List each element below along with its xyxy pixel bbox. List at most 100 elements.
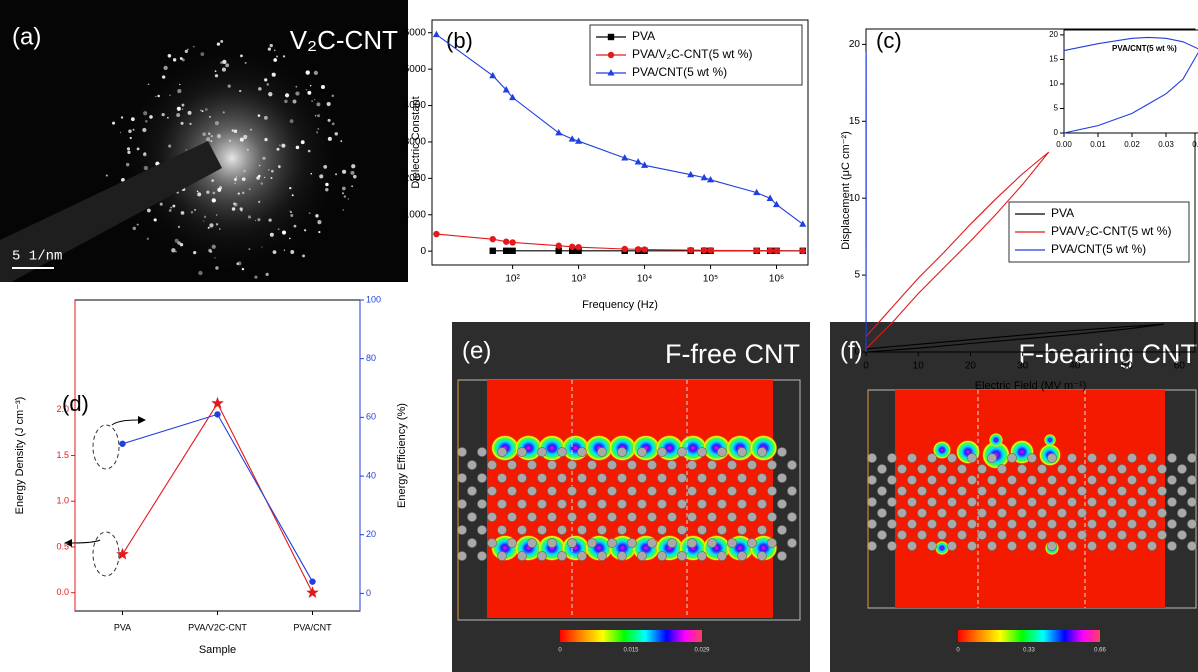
atom xyxy=(497,525,507,535)
diffraction-spot xyxy=(128,129,132,133)
atom xyxy=(687,460,697,470)
y-axis-label: Displacement (μC cm⁻²) xyxy=(840,131,852,250)
atom xyxy=(557,447,567,457)
diffraction-spot xyxy=(289,210,291,212)
diffraction-spot xyxy=(264,78,268,82)
marker xyxy=(707,175,715,183)
diffraction-spot xyxy=(257,200,261,204)
atom xyxy=(917,464,927,474)
atom xyxy=(897,464,907,474)
diffraction-spot xyxy=(163,65,168,71)
atom xyxy=(697,473,707,483)
diffraction-spot xyxy=(157,94,160,98)
atom xyxy=(1157,464,1167,474)
atom xyxy=(527,512,537,522)
diffraction-spot xyxy=(204,108,208,111)
atom xyxy=(1147,541,1157,551)
scale-bar-label: 5 1/nm xyxy=(12,249,62,265)
atom xyxy=(487,486,497,496)
dashed-circle xyxy=(92,424,120,470)
diffraction-spot xyxy=(198,270,203,276)
atom xyxy=(1127,475,1137,485)
diffraction-spot xyxy=(172,58,177,62)
atom xyxy=(457,499,467,509)
atom xyxy=(1087,475,1097,485)
marker xyxy=(568,243,576,250)
y-tick-label: 10 xyxy=(849,193,861,204)
diffraction-spot xyxy=(105,174,108,177)
atom xyxy=(1067,475,1077,485)
atom xyxy=(1047,453,1057,463)
diffraction-spot xyxy=(341,192,345,195)
atom xyxy=(1157,530,1167,540)
atom xyxy=(1037,508,1047,518)
atom xyxy=(947,453,957,463)
diffraction-spot xyxy=(343,195,347,198)
diffraction-spot xyxy=(174,238,179,243)
diffraction-spot xyxy=(145,119,148,123)
diffraction-spot xyxy=(307,149,311,153)
atom xyxy=(927,475,937,485)
diffraction-spot xyxy=(325,182,329,187)
atom xyxy=(587,538,597,548)
atom xyxy=(687,486,697,496)
diffraction-spot xyxy=(193,251,197,255)
diffraction-spot xyxy=(248,188,251,191)
x-axis-label: Electric Field (MV m⁻¹) xyxy=(975,380,1087,392)
series-line xyxy=(865,151,1050,350)
diffraction-spot xyxy=(211,244,216,249)
atom xyxy=(477,525,487,535)
diffraction-spot xyxy=(161,112,165,117)
marker xyxy=(621,154,629,161)
atom xyxy=(1127,497,1137,507)
marker xyxy=(753,247,760,254)
atom xyxy=(1067,497,1077,507)
diffraction-spot xyxy=(155,96,157,98)
marker xyxy=(799,247,806,255)
atom xyxy=(507,486,517,496)
atom xyxy=(1087,497,1097,507)
diffraction-spot xyxy=(192,45,195,48)
dashed-circle xyxy=(92,531,120,577)
atom xyxy=(617,473,627,483)
y-tick-label: 0 xyxy=(1054,128,1059,137)
diffraction-spot xyxy=(177,241,181,245)
diffraction-spot xyxy=(168,144,172,148)
diffraction-spot xyxy=(236,262,239,266)
diffraction-spot xyxy=(231,207,236,211)
atom xyxy=(1087,519,1097,529)
atom xyxy=(1157,508,1167,518)
marker xyxy=(687,170,695,178)
atom xyxy=(537,499,547,509)
atom xyxy=(967,497,977,507)
atom xyxy=(1107,541,1117,551)
x-tick-label: 0.03 xyxy=(1158,140,1174,149)
y-tick-label: 2.0 xyxy=(56,404,69,414)
atom xyxy=(1167,497,1177,507)
atom xyxy=(867,475,877,485)
diffraction-spot xyxy=(214,70,217,73)
diffraction-spot xyxy=(320,85,325,90)
diffraction-spot xyxy=(334,132,339,136)
diffraction-spot xyxy=(227,84,231,88)
x-tick-label: 60 xyxy=(1174,361,1186,372)
atom xyxy=(967,519,977,529)
atom xyxy=(1067,519,1077,529)
x-tick-label: 10⁴ xyxy=(637,274,652,285)
diffraction-glow xyxy=(112,38,352,278)
atom xyxy=(937,464,947,474)
atom xyxy=(717,551,727,561)
y-tick-label: 1000 xyxy=(404,209,427,220)
panel-label: (e) xyxy=(462,337,491,364)
atom xyxy=(1007,497,1017,507)
atom xyxy=(517,551,527,561)
atom xyxy=(967,541,977,551)
atom xyxy=(757,447,767,457)
diffraction-spot xyxy=(347,198,350,200)
y-tick-label: 0 xyxy=(854,347,860,358)
atom xyxy=(1007,475,1017,485)
diffraction-spot xyxy=(177,225,181,228)
marker xyxy=(214,411,221,418)
diffraction-spot xyxy=(216,42,221,46)
y-tick-label: 0.0 xyxy=(56,587,69,597)
